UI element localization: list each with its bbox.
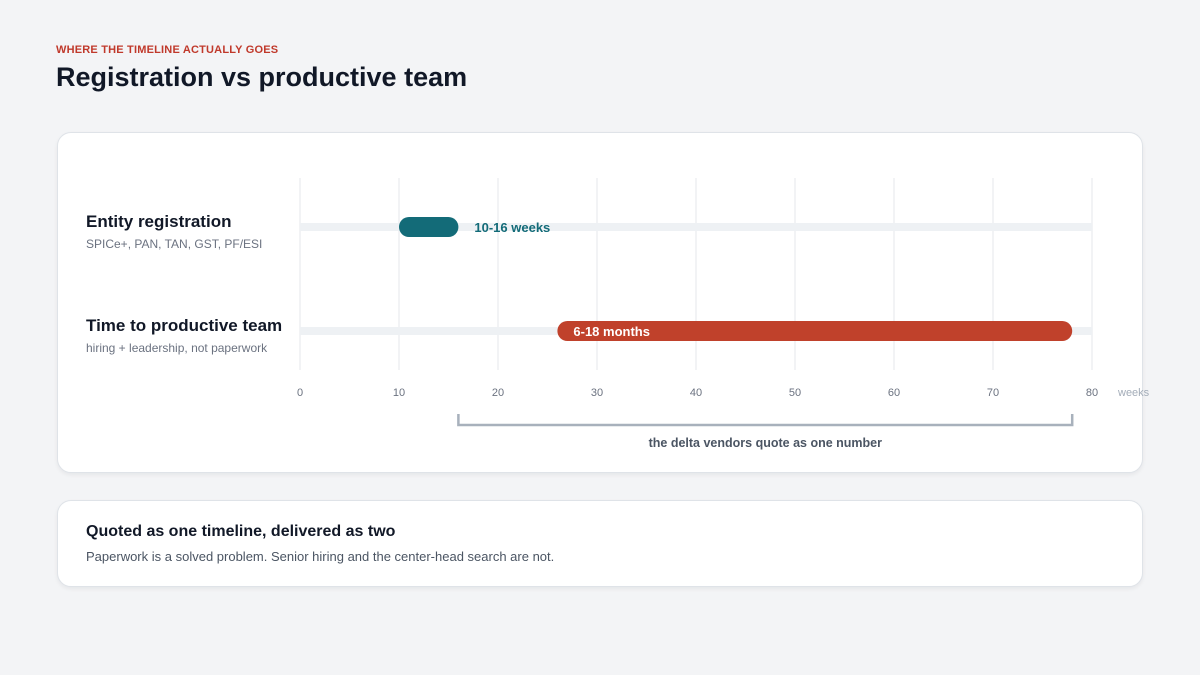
range-bar xyxy=(399,217,459,237)
row-name: Entity registration xyxy=(86,212,232,231)
bar-track xyxy=(300,223,1092,231)
tick-label: 30 xyxy=(591,387,603,399)
row-subtitle: SPICe+, PAN, TAN, GST, PF/ESI xyxy=(86,237,263,251)
delta-bracket xyxy=(457,414,1074,427)
tick-label: 10 xyxy=(393,387,405,399)
bar-label: 6-18 months xyxy=(573,324,650,339)
tick-label: 0 xyxy=(297,387,303,399)
eyebrow-label: WHERE THE TIMELINE ACTUALLY GOES xyxy=(56,44,279,56)
row-subtitle: hiring + leadership, not paperwork xyxy=(86,341,268,355)
note-body: Paperwork is a solved problem. Senior hi… xyxy=(86,549,555,564)
row-label-entity-registration: Entity registration SPICe+, PAN, TAN, GS… xyxy=(86,212,262,251)
tick-label: 20 xyxy=(492,387,504,399)
note-card xyxy=(57,500,1143,587)
bar-label: 10-16 weeks xyxy=(474,220,550,235)
chart-card xyxy=(57,132,1143,473)
tick-label: 70 xyxy=(987,387,999,399)
tick-label: 40 xyxy=(690,387,702,399)
range-bar xyxy=(557,321,1073,341)
page-title: Registration vs productive team xyxy=(56,62,468,92)
row-label-productive-team: Time to productive team hiring + leaders… xyxy=(86,316,282,355)
tick-label: 80 xyxy=(1086,387,1098,399)
tick-label: 60 xyxy=(888,387,900,399)
axis-unit-label: weeks xyxy=(1117,387,1150,399)
row-name: Time to productive team xyxy=(86,316,283,335)
tick-label: 50 xyxy=(789,387,801,399)
note-title: Quoted as one timeline, delivered as two xyxy=(86,523,396,540)
delta-annotation: the delta vendors quote as one number xyxy=(649,436,883,450)
